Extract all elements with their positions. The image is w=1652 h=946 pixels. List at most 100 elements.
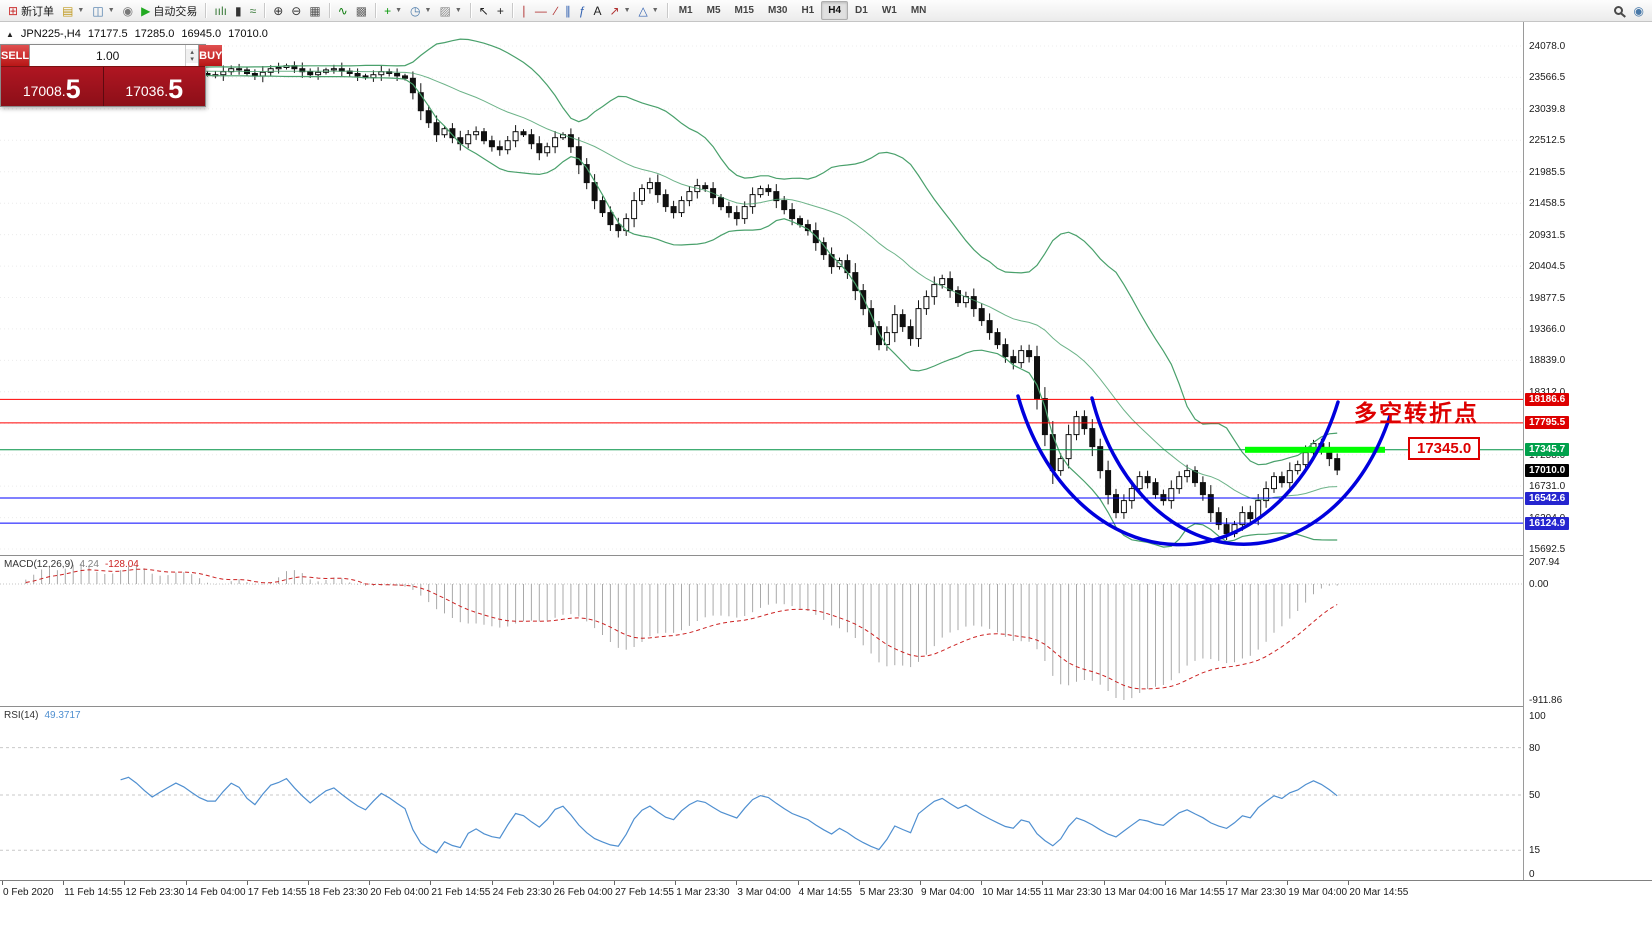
timeframe-h4[interactable]: H4 (821, 1, 849, 20)
ohlc-open: 17177.5 (87, 28, 128, 40)
buy-button[interactable]: BUY (199, 45, 223, 66)
add-indicator-button[interactable]: + ▼ (380, 1, 406, 20)
timeframe-w1[interactable]: W1 (881, 5, 897, 16)
price-chart-canvas (0, 38, 1523, 550)
timeframe-m1[interactable]: M1 (678, 5, 693, 16)
sell-button[interactable]: SELL (1, 45, 30, 66)
community-button[interactable]: ◉ (1630, 1, 1648, 20)
time-axis-label: 10 Mar 14:55 (982, 887, 1042, 898)
time-axis-tick (858, 881, 860, 885)
autotrading-button-label: 自动交易 (153, 5, 198, 18)
sell-price-button[interactable]: 17008. 5 (1, 67, 103, 106)
timeframe-d1[interactable]: D1 (855, 5, 868, 16)
shapes-button[interactable]: △ ▼ (635, 1, 663, 20)
cursor-button[interactable]: ↖ (475, 1, 493, 20)
arrows-button[interactable]: ↗ ▼ (606, 1, 635, 20)
timeframe-m5[interactable]: M5 (706, 5, 721, 16)
price-callout-label[interactable]: 17345.0 (1408, 437, 1481, 460)
time-axis-label: 20 Mar 14:55 (1349, 887, 1409, 898)
horizontal-line-icon: — (534, 3, 547, 18)
toolbar-separator (328, 3, 330, 18)
price-axis-tick: 23039.8 (1529, 103, 1566, 115)
price-axis[interactable]: 24078.0 23566.5 23039.8 22512.5 21985.5 21458… (1523, 22, 1652, 880)
candlestick-chart-button[interactable]: ▮ (231, 1, 246, 20)
time-axis-tick (308, 881, 309, 885)
time-axis-tick (552, 881, 554, 885)
crosshair-button[interactable]: + (493, 1, 508, 20)
time-axis-label: 27 Feb 14:55 (615, 887, 674, 898)
template-icon: ▨ (439, 3, 451, 18)
rsi-pane[interactable]: RSI(14) 49.3717 (0, 706, 1523, 880)
vertical-line-button[interactable]: ∣ (517, 1, 531, 20)
trendline-button[interactable]: ∕ (551, 1, 561, 20)
new-order-button-label: 新订单 (21, 5, 55, 18)
timeframe-m15[interactable]: M15 (734, 5, 754, 16)
rsi-axis-label: 0 (1529, 869, 1535, 880)
toolbar-separator (666, 3, 668, 18)
price-axis-tick: 19366.0 (1529, 323, 1566, 335)
zoom-in-button[interactable]: ⊕ (269, 1, 287, 20)
one-click-toggle-icon[interactable]: ▲ (6, 29, 14, 39)
autotrading-button[interactable]: ▶ 自动交易 (137, 1, 201, 20)
toolbar-separator (205, 3, 207, 18)
profiles-icon: ◫ (92, 3, 104, 18)
time-axis[interactable]: 0 Feb 2020 11 Feb 14:55 12 Feb 23:30 14 Feb… (0, 880, 1652, 904)
fibonacci-button[interactable]: ƒ (575, 1, 590, 20)
time-axis-label: 20 Feb 04:00 (370, 887, 430, 898)
timeframe-m30[interactable]: M30 (767, 5, 788, 16)
volume-input[interactable] (30, 48, 186, 63)
buy-price-pip: 5 (168, 74, 184, 104)
rsi-name: RSI(14) (4, 710, 39, 721)
shapes-icon: △ (638, 3, 648, 18)
objects-list-icon: ▩ (355, 3, 368, 18)
price-badge-18186.6: 18186.6 (1525, 392, 1570, 406)
indicators-icon: ∿ (337, 3, 348, 18)
price-badge-17345.7: 17345.7 (1525, 443, 1570, 457)
time-axis-label: 0 Feb 2020 (3, 887, 54, 898)
toolbar-separator (375, 3, 377, 18)
periods-button[interactable]: ◷ ▼ (406, 1, 435, 20)
time-axis-tick (246, 881, 248, 885)
price-axis-tick: 16731.0 (1529, 481, 1566, 493)
vertical-line-icon: ∣ (520, 3, 527, 18)
volume-down-icon[interactable]: ▾ (186, 55, 199, 63)
buy-price-button[interactable]: 17036. 5 (103, 67, 205, 106)
templates-button[interactable]: ▨ ▼ (435, 1, 465, 20)
timeframe-mn[interactable]: MN (910, 5, 927, 16)
timeframe-h1[interactable]: H1 (801, 5, 815, 16)
price-axis-tick: 18312.0 (1529, 387, 1565, 398)
ohlc-high: 17285.0 (134, 28, 175, 40)
price-chart-pane[interactable]: ▲ JPN225-,H4 17177.5 17285.0 16945.0 170… (0, 22, 1523, 555)
chart-window[interactable]: ▲ JPN225-,H4 17177.5 17285.0 16945.0 170… (0, 22, 1652, 946)
bar-chart-button[interactable]: ıılı (210, 1, 231, 20)
price-axis-tick: 23566.5 (1529, 72, 1566, 84)
tile-windows-button[interactable]: ▦ (305, 1, 324, 20)
market-watch-button[interactable]: ◉ (119, 1, 137, 20)
volume-up-icon[interactable]: ▴ (186, 48, 199, 56)
dropdown-caret-icon: ▼ (424, 7, 432, 14)
channel-button[interactable]: ∥ (561, 1, 575, 20)
new-order-button[interactable]: ⊞ 新订单 (4, 1, 58, 20)
text-button[interactable]: A (590, 1, 606, 20)
macd-pane[interactable]: MACD(12,26,9) 4.24 -128.04 (0, 555, 1523, 706)
search-button[interactable] (1610, 1, 1630, 20)
new-order-icon: ⊞ (8, 3, 19, 18)
objects-list-button[interactable]: ▩ (352, 1, 371, 20)
new-chart-icon: ▤ (62, 3, 74, 18)
rsi-axis-label: 15 (1529, 845, 1541, 857)
profiles-button[interactable]: ◫ ▼ (88, 1, 118, 20)
horizontal-line-button[interactable]: — (531, 1, 551, 20)
time-axis-label: 21 Feb 14:55 (431, 887, 491, 898)
crosshair-icon: + (496, 3, 504, 18)
line-chart-button[interactable]: ≈ (246, 1, 261, 20)
time-axis-label: 14 Feb 04:00 (186, 887, 246, 898)
time-axis-tick (185, 881, 187, 885)
new-chart-button[interactable]: ▤ ▼ (58, 1, 88, 20)
toolbar-separator (511, 3, 513, 18)
time-axis-tick (1103, 881, 1105, 885)
indicators-button[interactable]: ∿ (334, 1, 352, 20)
turning-point-annotation[interactable]: 多空转折点 (1354, 400, 1479, 426)
community-icon: ◉ (1633, 3, 1644, 18)
zoom-out-button[interactable]: ⊖ (287, 1, 305, 20)
time-axis-label: 18 Feb 23:30 (309, 887, 368, 898)
